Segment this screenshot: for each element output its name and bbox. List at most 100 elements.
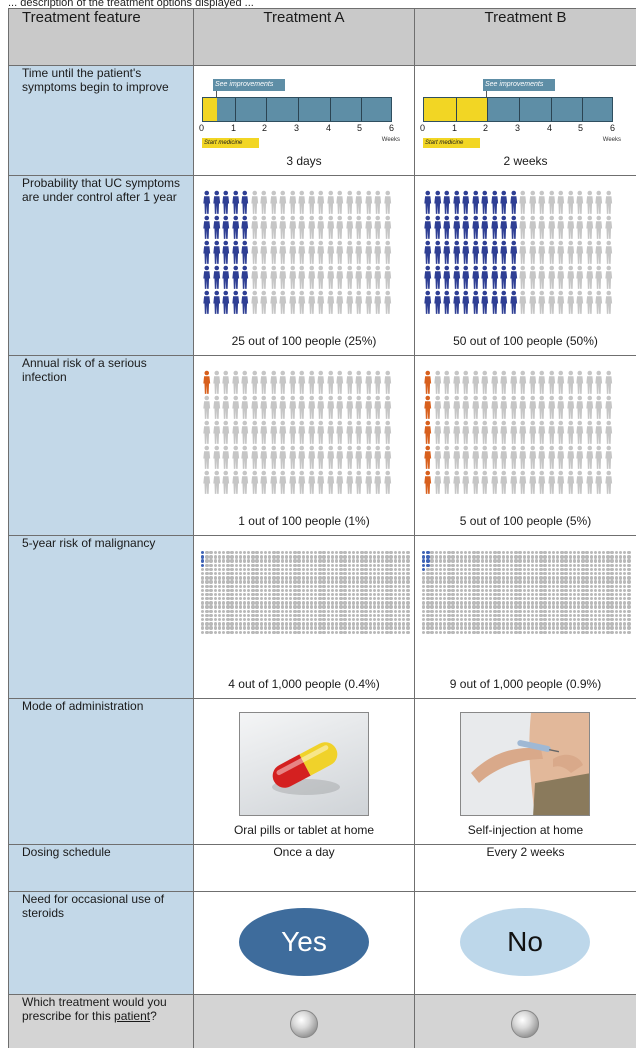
risk-dot — [335, 563, 339, 567]
person-icon — [547, 395, 557, 420]
person-icon — [354, 265, 364, 290]
risk-dot — [372, 567, 377, 572]
risk-dot — [614, 601, 619, 605]
risk-dot — [422, 626, 426, 630]
person-icon — [231, 420, 241, 445]
person-icon — [499, 395, 509, 420]
risk-dot — [493, 571, 497, 576]
risk-dot — [402, 622, 406, 626]
risk-dot — [259, 571, 264, 576]
person-icon — [383, 215, 393, 240]
risk-dot — [618, 618, 623, 622]
risk-dot — [314, 563, 318, 567]
risk-dot — [406, 571, 410, 576]
risk-dot — [280, 551, 284, 555]
risk-dot — [360, 584, 364, 588]
risk-dot — [484, 626, 489, 630]
risk-dot — [385, 622, 389, 626]
risk-dot — [217, 580, 222, 584]
risk-dot — [514, 626, 518, 630]
risk-dot — [614, 563, 619, 567]
person-icon — [423, 215, 433, 240]
risk-dot — [280, 584, 284, 588]
person-icon — [566, 190, 576, 215]
risk-dot — [368, 567, 372, 572]
risk-dot — [226, 605, 230, 609]
risk-dot — [351, 580, 356, 584]
risk-dot — [451, 551, 455, 555]
risk-dot — [393, 622, 398, 626]
risk-dot — [238, 555, 243, 559]
risk-dot — [560, 571, 564, 576]
person-icon — [433, 470, 443, 495]
risk-dot — [463, 609, 468, 614]
risk-dot — [322, 588, 326, 593]
person-icon — [480, 395, 490, 420]
risk-dot — [406, 622, 410, 626]
risk-dot — [593, 601, 598, 605]
risk-dot — [451, 630, 455, 634]
risk-dot — [393, 592, 398, 597]
risk-dot — [606, 571, 610, 576]
risk-dot — [576, 588, 581, 593]
person-icon — [518, 265, 528, 290]
person-icon — [259, 445, 269, 470]
person-icon — [354, 420, 364, 445]
risk-dot — [426, 609, 430, 614]
risk-dot — [226, 559, 230, 563]
patient-link[interactable]: patient — [114, 1009, 151, 1023]
risk-dot — [393, 567, 398, 572]
risk-dot — [360, 555, 364, 559]
risk-dot — [597, 592, 602, 597]
risk-dot — [355, 630, 360, 634]
risk-dot — [393, 605, 398, 609]
risk-dot — [614, 584, 619, 588]
risk-dot — [501, 592, 505, 597]
risk-dot — [568, 571, 572, 576]
risk-dot — [476, 559, 480, 563]
choose-treatment-a-radio[interactable] — [290, 1010, 318, 1038]
risk-dot — [397, 613, 402, 618]
risk-dot — [272, 576, 276, 580]
risk-dot — [406, 551, 410, 555]
risk-dot — [284, 551, 289, 555]
risk-dot — [355, 559, 360, 563]
risk-dot — [301, 605, 305, 609]
risk-dot — [547, 630, 552, 634]
risk-dot — [226, 613, 230, 618]
person-icon — [250, 190, 260, 215]
risk-dot — [376, 626, 381, 630]
risk-dot — [406, 630, 410, 634]
risk-dot — [447, 626, 451, 630]
weeks-label: Weeks — [602, 137, 621, 143]
risk-dot — [522, 609, 526, 614]
risk-dot — [330, 592, 335, 597]
risk-dot — [326, 563, 331, 567]
person-icon — [433, 395, 443, 420]
risk-dot — [288, 551, 293, 555]
risk-dot — [381, 555, 385, 559]
risk-dot — [364, 559, 368, 563]
treatment-comparison-table: Treatment feature Treatment A Treatment … — [8, 8, 636, 1048]
risk-dot — [322, 584, 326, 588]
person-icon — [604, 420, 614, 445]
risk-dot — [276, 609, 280, 614]
risk-dot — [556, 559, 560, 563]
timeline-fill — [424, 98, 487, 121]
risk-dot — [314, 551, 318, 555]
person-icon — [556, 240, 566, 265]
risk-dot — [564, 630, 568, 634]
risk-dot — [309, 622, 314, 626]
risk-dot — [318, 622, 322, 626]
choose-treatment-b-radio[interactable] — [511, 1010, 539, 1038]
risk-dot — [402, 601, 406, 605]
risk-dot — [589, 592, 593, 597]
risk-dot — [430, 580, 434, 584]
risk-dot — [251, 592, 255, 597]
risk-dot — [385, 618, 389, 622]
risk-dot — [255, 609, 259, 614]
person-icon — [297, 190, 307, 215]
risk-dot — [602, 584, 606, 588]
risk-dot — [234, 551, 238, 555]
risk-dot — [335, 576, 339, 580]
